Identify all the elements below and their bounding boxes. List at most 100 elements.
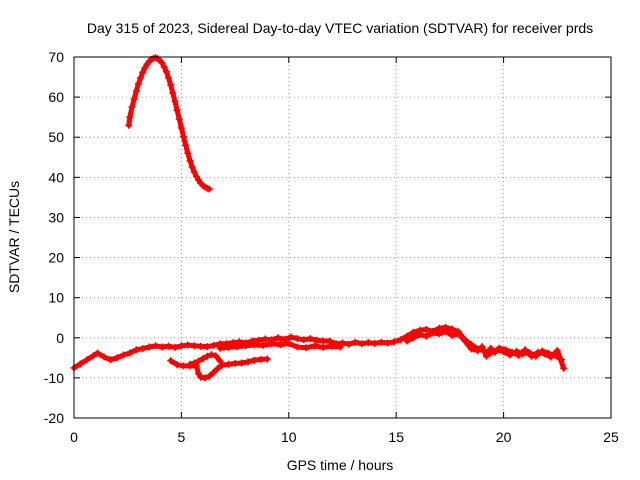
data-point <box>175 115 183 123</box>
y-tick-label: 70 <box>48 49 64 65</box>
data-point <box>474 347 482 355</box>
data-point <box>293 335 301 343</box>
x-tick-label: 0 <box>70 429 78 445</box>
x-tick-label: 5 <box>178 429 186 445</box>
data-point <box>186 157 194 164</box>
data-point <box>203 352 211 360</box>
data-point <box>553 347 561 355</box>
y-tick-label: 0 <box>56 330 64 346</box>
data-point <box>461 337 469 345</box>
data-point <box>199 355 207 363</box>
data-point <box>188 163 196 171</box>
data-point <box>158 343 166 351</box>
data-point <box>255 336 263 344</box>
data-point <box>491 348 499 356</box>
data-point <box>390 338 398 346</box>
data-point <box>216 357 224 365</box>
data-point <box>126 349 134 357</box>
data-point <box>160 63 168 71</box>
data-point <box>113 354 121 362</box>
data-point <box>128 103 136 111</box>
data-point <box>336 343 344 351</box>
data-point <box>268 340 276 348</box>
data-point <box>521 346 529 354</box>
data-point <box>152 342 160 350</box>
data-point <box>139 68 147 76</box>
data-point <box>482 352 490 360</box>
data-point <box>132 87 140 95</box>
data-point <box>158 59 166 67</box>
chart-title: Day 315 of 2023, Sidereal Day-to-day VTE… <box>87 20 593 36</box>
data-point <box>495 344 503 352</box>
data-point <box>190 359 198 367</box>
data-point <box>448 331 456 339</box>
data-point <box>126 113 134 121</box>
data-point <box>371 339 379 347</box>
data-point <box>171 343 179 351</box>
data-point <box>210 341 218 349</box>
data-point <box>319 343 327 351</box>
data-point <box>83 356 91 364</box>
data-point <box>540 350 548 358</box>
data-point <box>478 343 486 351</box>
data-point <box>287 333 295 341</box>
data-point <box>167 357 175 365</box>
data-point <box>173 361 181 369</box>
data-point <box>125 121 133 129</box>
data-point <box>94 349 102 357</box>
y-tick-label: 10 <box>48 290 64 306</box>
data-point <box>233 343 241 351</box>
y-tick-label: 40 <box>48 169 64 185</box>
series-arc-main-lower <box>216 339 344 352</box>
plot-frame <box>73 56 612 419</box>
data-point <box>384 339 392 347</box>
data-point <box>132 346 140 354</box>
data-point <box>306 335 314 343</box>
data-point <box>214 364 222 372</box>
data-point <box>89 352 97 360</box>
data-point <box>261 335 269 343</box>
data-point <box>326 337 334 345</box>
y-tick-label: 30 <box>48 209 64 225</box>
x-axis-label: GPS time / hours <box>287 457 394 473</box>
y-tick-label: 50 <box>48 129 64 145</box>
data-point <box>339 339 346 347</box>
data-point <box>274 334 282 342</box>
data-point <box>311 342 319 350</box>
grid <box>74 57 611 418</box>
data-point <box>186 360 194 368</box>
data-point <box>119 351 127 359</box>
data-point <box>276 341 284 349</box>
data-point <box>442 327 450 335</box>
data-point <box>212 352 220 360</box>
data-point <box>515 351 523 359</box>
data-point <box>319 337 327 345</box>
data-point <box>225 360 233 368</box>
data-point <box>231 359 239 367</box>
data-point <box>137 74 145 82</box>
data-point <box>225 343 233 351</box>
data-point <box>403 337 411 345</box>
data-point <box>145 343 153 351</box>
data-point <box>182 141 190 149</box>
data-point <box>177 124 185 132</box>
data-point <box>238 359 245 367</box>
data-point <box>192 173 200 180</box>
data-point <box>560 364 568 372</box>
data-point <box>173 106 181 114</box>
data-point <box>313 336 321 344</box>
data-point <box>169 89 177 97</box>
data-point <box>528 352 535 360</box>
data-point <box>534 348 542 356</box>
data-point <box>351 338 359 346</box>
data-point <box>100 353 108 361</box>
data-point <box>345 340 353 348</box>
data-point <box>302 344 310 352</box>
data-point <box>328 342 336 350</box>
x-tick-label: 20 <box>496 429 512 445</box>
data-point <box>250 341 258 349</box>
data-point <box>139 345 147 353</box>
data-point <box>180 362 187 370</box>
plot-area <box>70 54 568 382</box>
